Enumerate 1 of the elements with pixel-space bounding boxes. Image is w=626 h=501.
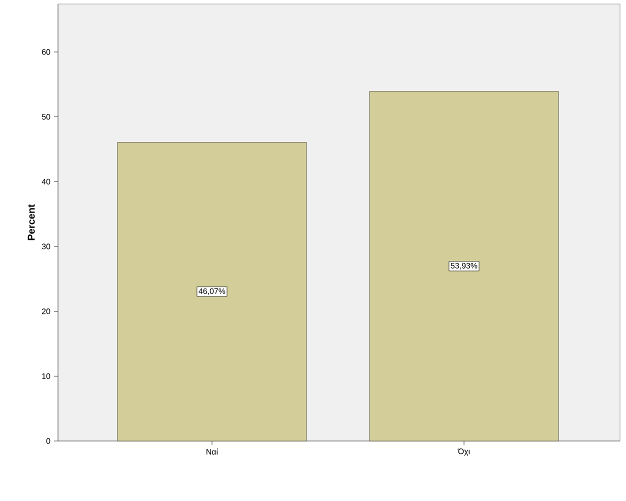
y-axis-title: Percent	[28, 204, 35, 240]
